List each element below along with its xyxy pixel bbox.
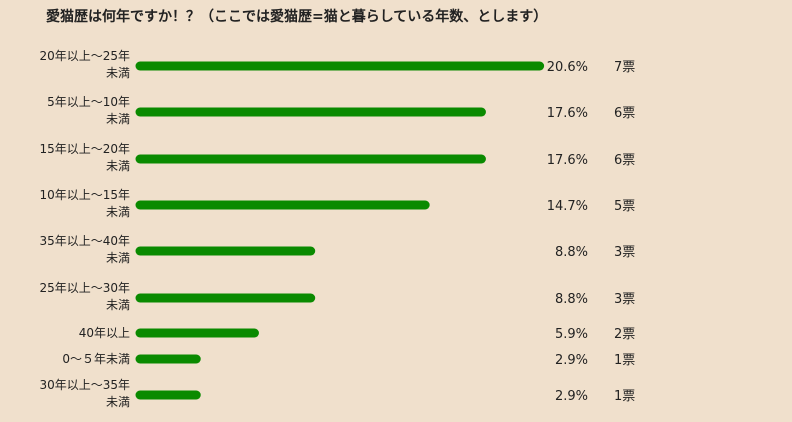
category-label: 5年以上～10年 bbox=[47, 95, 130, 109]
percent-label: 14.7% bbox=[547, 199, 588, 214]
vote-count-label: 6票 bbox=[614, 106, 635, 121]
category-label: 30年以上～35年 bbox=[39, 378, 130, 392]
vote-count-label: 1票 bbox=[614, 389, 635, 404]
category-label: 20年以上～25年 bbox=[39, 49, 130, 63]
percent-label: 8.8% bbox=[555, 245, 588, 260]
percent-label: 17.6% bbox=[547, 153, 588, 168]
category-label: 未満 bbox=[106, 251, 130, 265]
category-label: 0～５年未満 bbox=[62, 352, 130, 366]
percent-label: 20.6% bbox=[547, 60, 588, 75]
percent-label: 17.6% bbox=[547, 106, 588, 121]
percent-label: 2.9% bbox=[555, 353, 588, 368]
category-label: 35年以上～40年 bbox=[39, 234, 130, 248]
category-label: 未満 bbox=[106, 159, 130, 173]
vote-count-label: 2票 bbox=[614, 327, 635, 342]
vote-count-label: 6票 bbox=[614, 153, 635, 168]
category-label: 未満 bbox=[106, 205, 130, 219]
vote-count-label: 1票 bbox=[614, 353, 635, 368]
category-label: 未満 bbox=[106, 298, 130, 312]
vote-count-label: 3票 bbox=[614, 245, 635, 260]
category-label: 未満 bbox=[106, 66, 130, 80]
percent-label: 5.9% bbox=[555, 327, 588, 342]
category-label: 未満 bbox=[106, 395, 130, 409]
chart-title: 愛猫歴は何年ですか！？（ここでは愛猫歴=猫と暮らしている年数、とします） bbox=[46, 9, 548, 25]
percent-label: 2.9% bbox=[555, 389, 588, 404]
category-label: 10年以上～15年 bbox=[39, 188, 130, 202]
vote-count-label: 3票 bbox=[614, 292, 635, 307]
category-label: 40年以上 bbox=[79, 326, 130, 340]
category-label: 15年以上～20年 bbox=[39, 142, 130, 156]
category-label: 25年以上～30年 bbox=[39, 281, 130, 295]
percent-label: 8.8% bbox=[555, 292, 588, 307]
vote-count-label: 7票 bbox=[614, 60, 635, 75]
vote-count-label: 5票 bbox=[614, 199, 635, 214]
category-label: 未満 bbox=[106, 112, 130, 126]
